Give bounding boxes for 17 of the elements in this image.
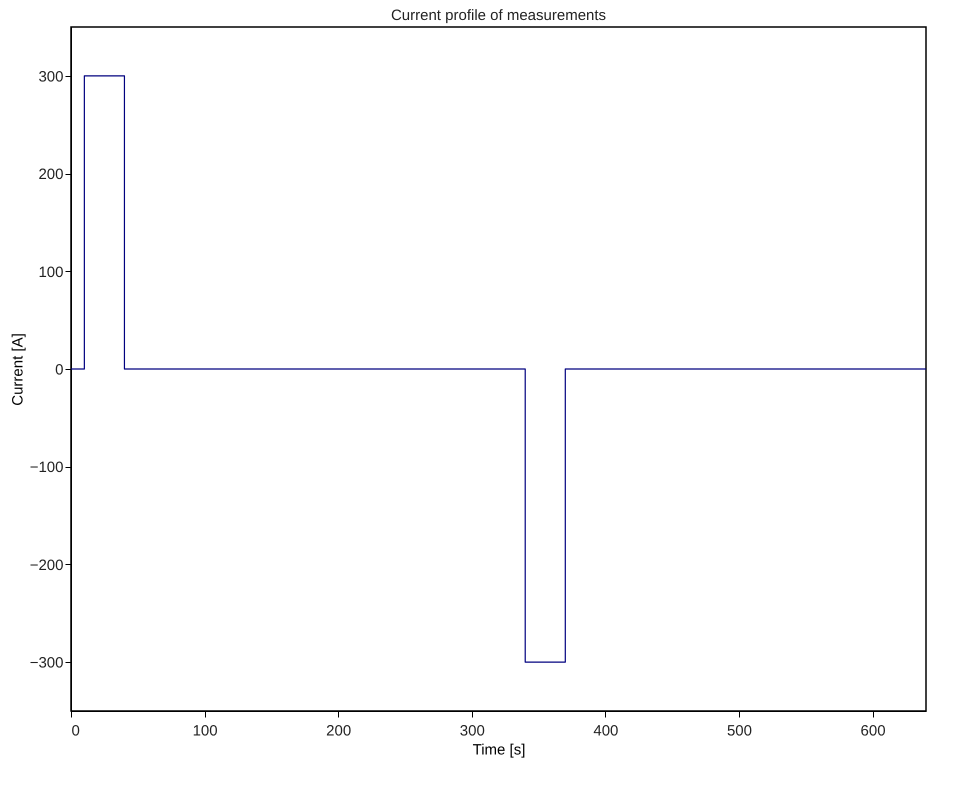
x-tick-label: 500 [726, 722, 752, 740]
chart-title: Current profile of measurements [390, 7, 606, 24]
x-axis-title: Time [s] [472, 742, 526, 758]
y-tick-label: −100 [30, 459, 64, 476]
y-tick-label: 200 [38, 166, 64, 184]
y-tick-label: −300 [30, 654, 64, 672]
x-tick-label: 100 [192, 722, 218, 740]
x-tick-label: 400 [593, 722, 618, 740]
x-tick-label: 0 [72, 722, 80, 740]
y-tick-label: 100 [38, 264, 64, 281]
y-tick-label: 0 [55, 362, 64, 378]
y-axis-title: Current [A] [10, 333, 27, 406]
y-tick-label: 300 [38, 68, 64, 86]
x-tick-label: 600 [860, 722, 886, 740]
x-tick-label: 300 [460, 722, 485, 740]
x-tick-label: 200 [326, 722, 352, 740]
y-tick-label: −200 [30, 556, 64, 574]
